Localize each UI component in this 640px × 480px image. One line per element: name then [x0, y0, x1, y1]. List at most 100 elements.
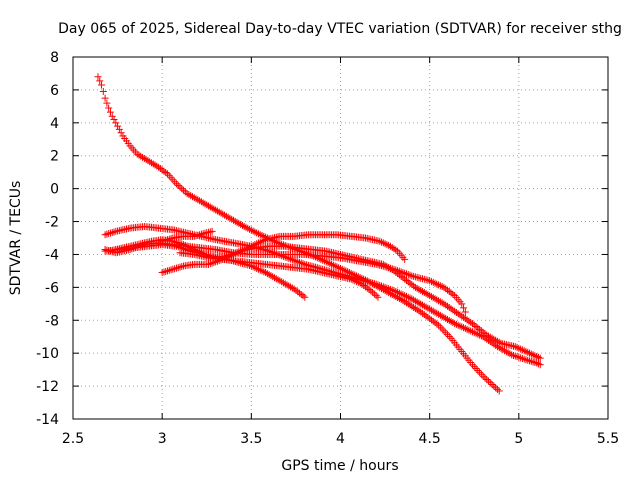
data-point: [142, 156, 150, 164]
data-point: [447, 289, 455, 297]
data-point: [433, 280, 441, 288]
data-point: [192, 195, 200, 203]
data-point: [445, 316, 453, 324]
data-point: [406, 271, 414, 279]
data-points: [94, 73, 544, 395]
data-point: [294, 288, 302, 296]
data-point: [181, 188, 189, 196]
y-tick-label: -8: [45, 313, 59, 329]
data-point: [474, 366, 482, 374]
data-point: [192, 232, 200, 240]
data-point: [185, 191, 193, 199]
data-point: [447, 318, 455, 326]
data-point: [181, 241, 189, 249]
data-point: [431, 308, 439, 316]
y-tick-label: -2: [45, 215, 59, 231]
data-point: [149, 160, 157, 168]
data-point: [477, 370, 485, 378]
data-point: [324, 259, 332, 267]
data-point: [440, 313, 448, 321]
data-point: [420, 311, 428, 319]
data-point: [436, 311, 444, 319]
data-point: [178, 185, 186, 193]
data-point: [271, 274, 279, 282]
data-point: [417, 308, 425, 316]
data-point: [492, 384, 500, 392]
data-point: [167, 266, 175, 274]
data-point: [290, 285, 298, 293]
data-point: [433, 296, 441, 304]
data-point: [470, 363, 478, 371]
data-point: [174, 181, 182, 189]
data-point: [292, 257, 300, 265]
data-point: [435, 281, 443, 289]
data-point: [199, 199, 207, 207]
data-point: [515, 344, 523, 352]
data-point: [431, 279, 439, 287]
data-point: [444, 286, 451, 294]
data-point: [360, 281, 368, 289]
data-point: [242, 223, 250, 231]
data-point: [408, 295, 416, 303]
data-point: [410, 303, 418, 311]
data-point: [504, 349, 512, 357]
data-point: [433, 320, 441, 328]
data-point: [429, 307, 437, 315]
data-point: [493, 385, 501, 393]
data-point: [534, 353, 542, 361]
data-point: [187, 192, 195, 200]
data-point: [353, 278, 361, 286]
data-point: [187, 244, 195, 252]
data-point: [526, 357, 534, 365]
data-point: [401, 298, 409, 306]
data-point: [374, 293, 382, 301]
data-point: [522, 356, 530, 364]
data-point: [146, 158, 154, 166]
data-point: [461, 308, 469, 316]
data-point: [458, 300, 466, 308]
data-point: [444, 302, 451, 310]
data-point: [429, 317, 437, 325]
data-point: [246, 225, 254, 233]
data-point: [533, 359, 541, 367]
data-point: [376, 237, 384, 245]
data-point: [114, 122, 122, 130]
data-point: [515, 353, 523, 361]
data-point: [406, 279, 414, 287]
data-point: [461, 315, 469, 323]
data-point: [449, 290, 457, 298]
data-point: [381, 240, 389, 248]
data-point: [383, 263, 391, 271]
data-point: [468, 328, 476, 336]
data-point: [144, 157, 152, 165]
data-point: [501, 347, 509, 355]
data-point: [379, 239, 387, 247]
data-point: [463, 325, 471, 333]
data-point: [185, 243, 193, 251]
data-point: [454, 310, 462, 318]
data-point: [105, 230, 113, 238]
data-point: [438, 325, 446, 333]
data-point: [533, 352, 541, 360]
data-point: [417, 300, 425, 308]
y-tick-label: -6: [45, 280, 59, 296]
data-point: [381, 283, 389, 291]
data-point: [436, 323, 444, 331]
data-point: [249, 227, 257, 235]
data-point: [347, 275, 355, 283]
data-point: [427, 316, 435, 324]
data-point: [183, 242, 191, 250]
data-point: [502, 348, 510, 356]
data-point: [413, 306, 421, 314]
data-point: [224, 213, 232, 221]
data-point: [201, 200, 209, 208]
data-point: [196, 197, 204, 205]
data-point: [335, 264, 343, 272]
data-point: [415, 307, 423, 315]
data-point: [536, 361, 544, 369]
data-point: [408, 302, 416, 310]
data-point: [402, 277, 410, 285]
data-point: [381, 261, 389, 269]
data-point: [228, 250, 236, 258]
data-point: [287, 283, 295, 291]
